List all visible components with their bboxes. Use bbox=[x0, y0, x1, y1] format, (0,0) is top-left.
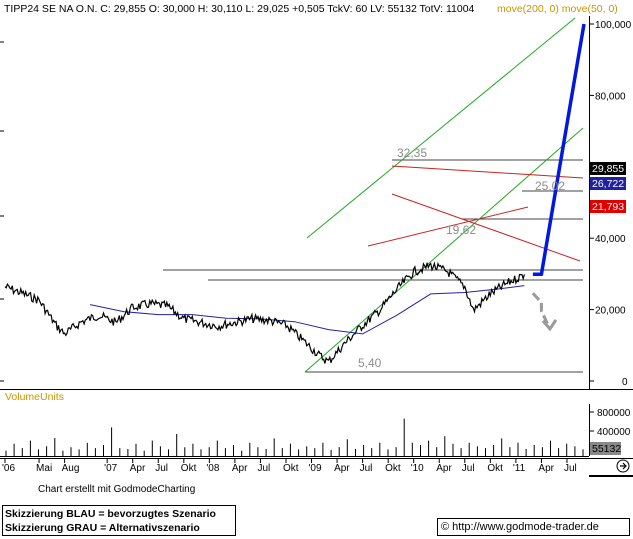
support-resistance-lines bbox=[163, 159, 583, 373]
price-label-ma200: 26,722 bbox=[590, 177, 626, 190]
volume-title: VolumeUnits bbox=[5, 391, 64, 403]
vol-tick-800000: 800000 bbox=[597, 408, 631, 419]
x-tick-label: Jul bbox=[360, 463, 373, 474]
annotation-high: 32,35 bbox=[397, 146, 427, 160]
x-tick-label: '10 bbox=[411, 463, 424, 474]
price-series-path bbox=[4, 261, 525, 364]
scenario-legend: Skizzierung BLAU = bevorzugtes Szenario … bbox=[2, 505, 236, 536]
vol-tick-400000: 400000 bbox=[597, 427, 631, 438]
x-tick-label: '08 bbox=[206, 463, 219, 474]
volume-last-badge bbox=[590, 442, 621, 455]
x-tick-label: Apr bbox=[334, 463, 350, 474]
x-tick-label: Apr bbox=[232, 463, 248, 474]
x-tick-label: Okt bbox=[283, 463, 299, 474]
y-tick-label: 80,000 bbox=[595, 91, 626, 102]
legend-gray-scenario: Skizzierung GRAU = Alternativszenario bbox=[5, 522, 200, 534]
x-tick-label: '06 bbox=[2, 463, 15, 474]
x-tick-label: Apr bbox=[538, 463, 554, 474]
y-tick-label: 0 bbox=[622, 377, 628, 388]
legend-blue-scenario: Skizzierung BLAU = bevorzugtes Szenario bbox=[5, 508, 216, 520]
price-line bbox=[4, 261, 525, 364]
price-label-last: 29,855 bbox=[590, 162, 626, 175]
x-tick-label: Jul bbox=[155, 463, 168, 474]
volume-last-value: 55132 bbox=[592, 443, 621, 455]
price-label-red: 21,793 bbox=[590, 200, 626, 213]
green-trend-channel bbox=[304, 17, 584, 373]
y-tick-label: 100,000 bbox=[595, 20, 632, 31]
x-tick-label: Mai bbox=[36, 463, 52, 474]
x-tick-label: '09 bbox=[309, 463, 322, 474]
x-axis-ticks: '06 Mai Aug '07 Apr Jul Okt '08 Apr Jul Okt '09 Apr J… bbox=[2, 458, 577, 474]
price-label-ma200-text: 26,722 bbox=[592, 178, 624, 190]
x-tick-label: Apr bbox=[130, 463, 146, 474]
y-tick-label: 20,000 bbox=[595, 306, 626, 317]
gray-scenario-arrowhead bbox=[541, 319, 558, 332]
ma200-line bbox=[89, 285, 525, 335]
gray-scenario-path bbox=[531, 292, 552, 330]
x-tick-label: Apr bbox=[436, 463, 452, 474]
x-tick-label: Jul bbox=[257, 463, 270, 474]
x-tick-label: '07 bbox=[104, 463, 117, 474]
annotation-low: 5,40 bbox=[358, 356, 382, 370]
annotation-resistance: 25,02 bbox=[535, 179, 565, 193]
annotation-support: 19,62 bbox=[446, 223, 476, 237]
price-label-red-text: 21,793 bbox=[592, 201, 624, 213]
price-label-last-text: 29,855 bbox=[592, 163, 624, 175]
source-link[interactable]: © http://www.godmode-trader.de bbox=[437, 518, 630, 536]
chart-header-symbol: TIPP24 SE NA O.N. C: 29,855 O: 30,000 H:… bbox=[4, 3, 475, 15]
chart-credit: Chart erstellt mit GodmodeCharting bbox=[38, 484, 196, 495]
x-tick-label: Jul bbox=[564, 463, 577, 474]
y-tick-label: 40,000 bbox=[595, 234, 626, 245]
price-panel bbox=[0, 16, 589, 389]
x-tick-label: Jul bbox=[462, 463, 475, 474]
blue-scenario-path bbox=[532, 23, 586, 277]
x-tick-label: Okt bbox=[181, 463, 197, 474]
scroll-right-icon[interactable] bbox=[616, 459, 630, 473]
volume-bars bbox=[5, 418, 584, 456]
x-tick-label: Okt bbox=[487, 463, 503, 474]
red-trend-lines bbox=[367, 165, 584, 262]
chart-header-averages: move(200, 0) move(50, 0) bbox=[497, 3, 618, 15]
x-tick-label: '11 bbox=[513, 463, 526, 474]
left-edge-ticks bbox=[0, 41, 4, 382]
x-tick-label: Aug bbox=[62, 463, 80, 474]
ma200-series-path bbox=[89, 285, 525, 335]
scenario-projection bbox=[531, 23, 586, 332]
x-tick-label: Okt bbox=[385, 463, 401, 474]
